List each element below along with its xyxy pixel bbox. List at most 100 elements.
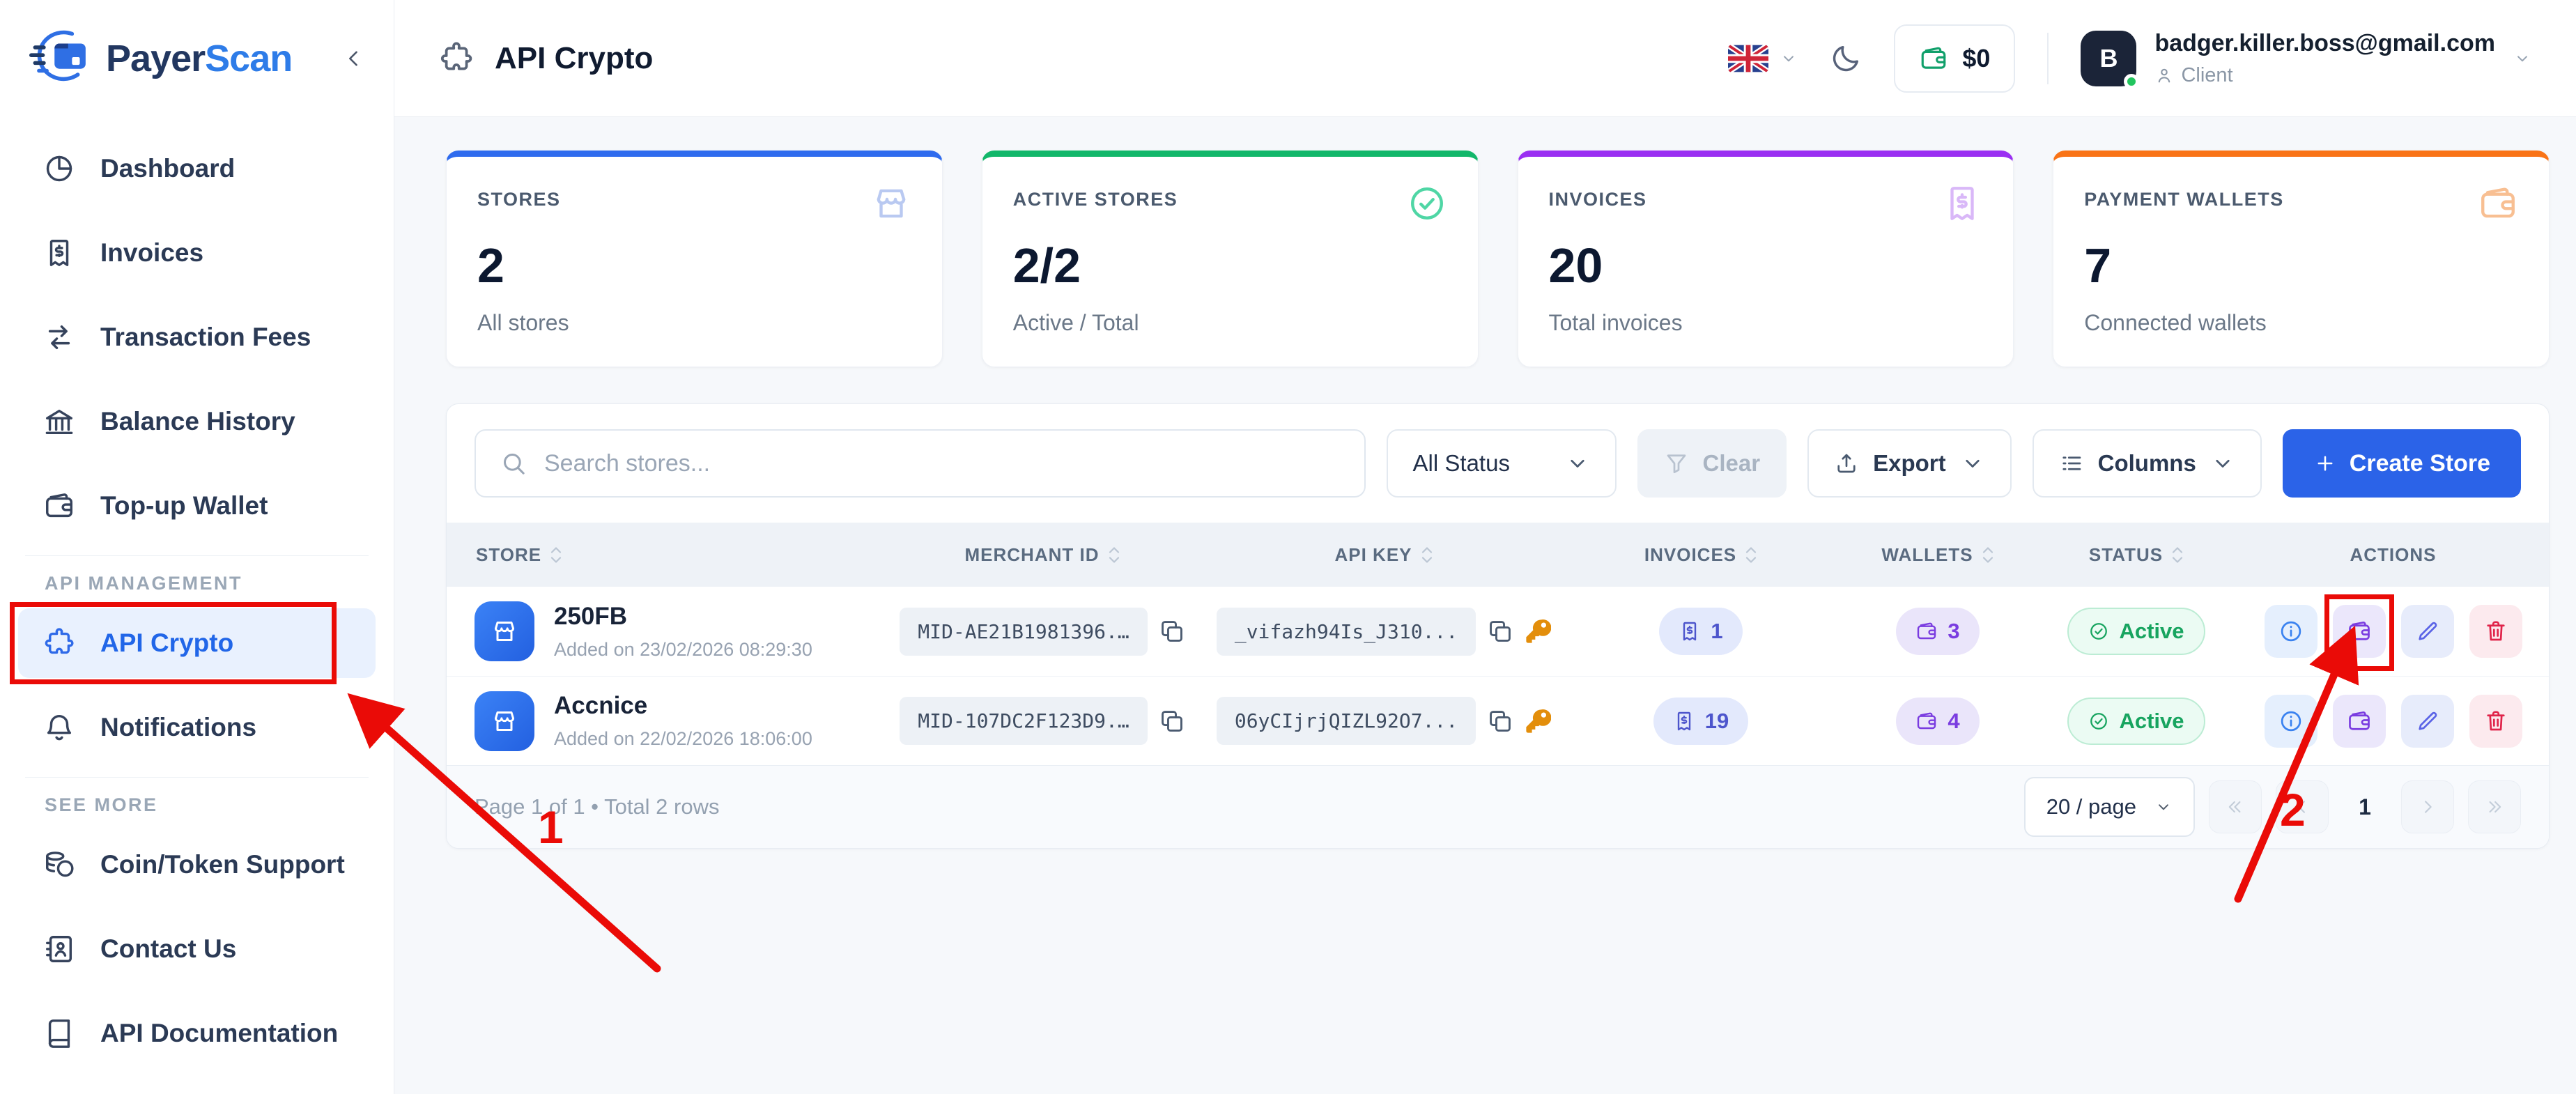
sidebar-item-contact-us[interactable]: Contact Us <box>18 914 376 984</box>
divider <box>2047 32 2049 84</box>
sidebar: PayerScan Dashboard Invoices Transaction… <box>0 0 394 1094</box>
merchant-id-value: MID-AE21B1981396.… <box>900 607 1148 656</box>
sidebar-item-label: Notifications <box>100 713 257 741</box>
delete-action-button[interactable] <box>2469 694 2522 748</box>
columns-list-icon <box>2059 451 2084 476</box>
first-page-button[interactable] <box>2209 780 2262 833</box>
puzzle-icon <box>439 41 474 76</box>
status-badge: Active <box>2067 608 2205 655</box>
column-header-api-key[interactable]: API KEY <box>1206 544 1561 566</box>
sort-icon <box>1421 546 1433 564</box>
reveal-api-key-button[interactable] <box>1525 618 1552 645</box>
info-icon <box>2278 709 2304 734</box>
sidebar-item-topup-wallet[interactable]: Top-up Wallet <box>18 471 376 541</box>
chevron-right-icon <box>2418 797 2437 817</box>
sidebar-item-coin-token-support[interactable]: Coin/Token Support <box>18 830 376 900</box>
create-store-button[interactable]: Create Store <box>2282 429 2521 498</box>
chevron-down-icon <box>2210 451 2235 476</box>
sidebar-item-balance-history[interactable]: Balance History <box>18 387 376 456</box>
column-header-invoices[interactable]: INVOICES <box>1561 544 1840 566</box>
sidebar-item-api-crypto[interactable]: API Crypto <box>10 602 376 684</box>
stat-subtitle: All stores <box>477 310 569 335</box>
stat-card-invoices: INVOICES 20 Total invoices <box>1517 151 2014 367</box>
sidebar-item-label: Contact Us <box>100 934 237 963</box>
sidebar-item-api-documentation[interactable]: API Documentation <box>18 999 376 1068</box>
wallet-icon <box>43 490 75 522</box>
wallet-icon <box>2347 709 2372 734</box>
info-action-button[interactable] <box>2264 694 2317 748</box>
status-cell: Active <box>2035 697 2237 745</box>
transfer-arrows-icon <box>43 321 75 353</box>
column-header-status[interactable]: STATUS <box>2035 544 2237 566</box>
wallet-balance-button[interactable]: $0 <box>1894 24 2016 93</box>
wallet-icon <box>2478 183 2518 224</box>
sidebar-item-label: Invoices <box>100 238 204 267</box>
status-cell: Active <box>2035 608 2237 655</box>
copy-icon <box>1487 618 1513 645</box>
user-menu[interactable]: B badger.killer.boss@gmail.com Client <box>2081 30 2531 89</box>
sidebar-item-label: API Crypto <box>100 629 234 657</box>
export-icon <box>1834 451 1859 476</box>
store-name: Accnice <box>554 692 648 719</box>
copy-api-key-button[interactable] <box>1487 708 1513 734</box>
sidebar-item-label: API Documentation <box>100 1019 339 1047</box>
chevron-down-icon <box>2513 49 2531 68</box>
last-page-button[interactable] <box>2468 780 2521 833</box>
user-meta: badger.killer.boss@gmail.com Client <box>2154 30 2495 87</box>
stat-value: 20 <box>1548 238 1603 293</box>
sidebar-item-notifications[interactable]: Notifications <box>18 693 376 762</box>
sidebar-item-label: Top-up Wallet <box>100 491 268 520</box>
sidebar-collapse-button[interactable] <box>342 47 366 70</box>
copy-merchant-id-button[interactable] <box>1159 708 1185 734</box>
columns-button[interactable]: Columns <box>2032 429 2262 498</box>
page-size-select[interactable]: 20 / page <box>2023 777 2195 837</box>
dark-mode-toggle[interactable] <box>1830 43 1862 75</box>
merchant-id-cell: MID-AE21B1981396.… <box>879 607 1206 656</box>
invoice-icon <box>1942 183 1982 224</box>
column-header-merchant-id[interactable]: MERCHANT ID <box>879 544 1206 566</box>
export-button[interactable]: Export <box>1807 429 2012 498</box>
chevron-down-icon <box>2154 798 2173 816</box>
stat-label: ACTIVE STORES <box>1012 189 1178 210</box>
sidebar-item-transaction-fees[interactable]: Transaction Fees <box>18 302 376 372</box>
store-icon <box>491 707 518 735</box>
balance-amount: $0 <box>1962 43 1991 72</box>
wallets-action-button[interactable] <box>2324 594 2394 671</box>
sidebar-item-label: Balance History <box>100 407 295 436</box>
copy-icon <box>1159 708 1185 734</box>
copy-merchant-id-button[interactable] <box>1159 618 1185 645</box>
prev-page-button[interactable] <box>2276 780 2329 833</box>
wallet-icon <box>1919 44 1948 73</box>
wallets-badge: 4 <box>1896 697 1980 745</box>
next-page-button[interactable] <box>2401 780 2454 833</box>
chevrons-right-icon <box>2485 797 2504 817</box>
edit-action-button[interactable] <box>2400 694 2454 748</box>
wallets-action-button[interactable] <box>2332 694 2386 748</box>
column-header-store[interactable]: STORE <box>447 544 879 566</box>
edit-action-button[interactable] <box>2400 605 2454 658</box>
stat-label: STORES <box>477 189 561 210</box>
invoices-cell: 1 <box>1561 608 1840 655</box>
uk-flag-icon <box>1728 44 1769 72</box>
language-selector[interactable] <box>1728 44 1798 72</box>
wallets-cell: 3 <box>1840 608 2035 655</box>
column-header-wallets[interactable]: WALLETS <box>1840 544 2035 566</box>
table-footer: Page 1 of 1 • Total 2 rows 20 / page 1 <box>447 765 2549 848</box>
copy-api-key-button[interactable] <box>1487 618 1513 645</box>
reveal-api-key-button[interactable] <box>1525 708 1552 734</box>
stat-subtitle: Connected wallets <box>2084 310 2267 335</box>
info-action-button[interactable] <box>2264 605 2317 658</box>
contact-card-icon <box>43 933 75 965</box>
status-filter-select[interactable]: All Status <box>1386 429 1617 498</box>
clear-filters-button[interactable]: Clear <box>1637 429 1787 498</box>
sidebar-item-dashboard[interactable]: Dashboard <box>18 134 376 203</box>
stat-value: 2 <box>477 238 504 293</box>
delete-action-button[interactable] <box>2469 605 2522 658</box>
stores-panel: All Status Clear Export Columns <box>446 403 2550 849</box>
sidebar-item-invoices[interactable]: Invoices <box>18 218 376 288</box>
store-cell: 250FB Added on 23/02/2026 08:29:30 <box>447 601 879 661</box>
search-input[interactable] <box>544 449 1341 477</box>
coins-icon <box>43 849 75 881</box>
chevron-down-icon <box>1565 451 1590 476</box>
actions-cell <box>2237 694 2549 748</box>
